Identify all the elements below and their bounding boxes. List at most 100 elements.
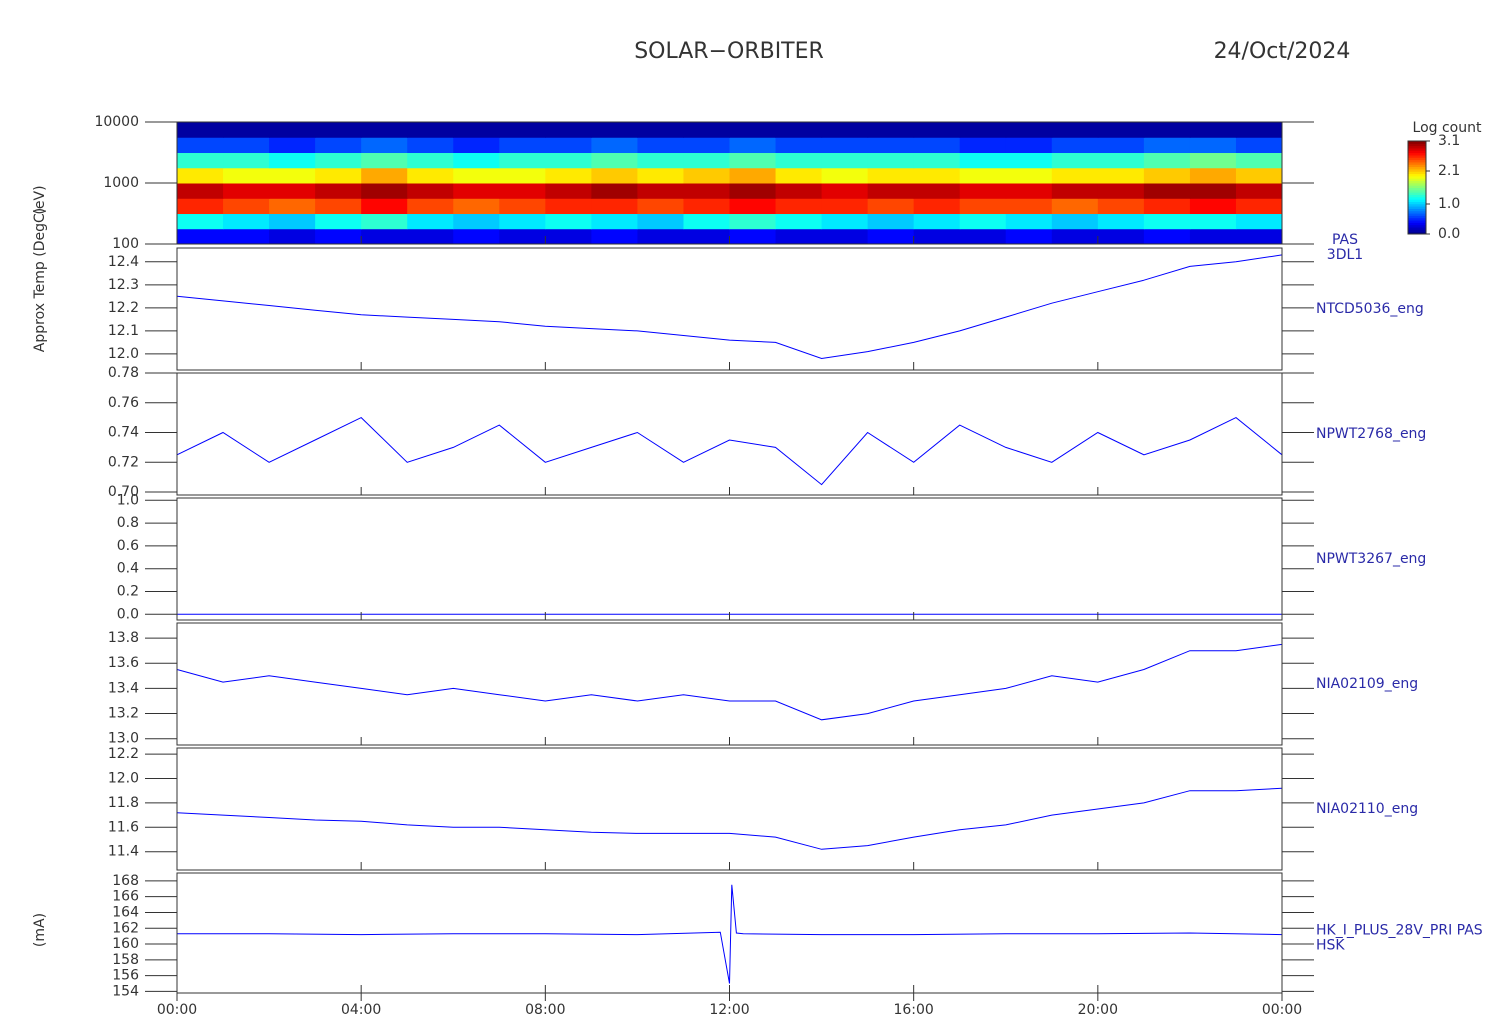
spectrogram-cell xyxy=(1189,152,1237,169)
colorbar-title: Log count xyxy=(1413,120,1482,136)
y-tick-label: 0.0 xyxy=(117,606,139,622)
spectrogram-cell xyxy=(545,167,592,184)
spectrogram-cell xyxy=(1097,198,1145,215)
spectrogram-cell xyxy=(913,198,961,215)
colorbar-step xyxy=(1408,185,1426,188)
colorbar-step xyxy=(1408,208,1426,212)
y-tick-label: 12.1 xyxy=(108,323,139,339)
spectrogram-cell xyxy=(1235,152,1283,169)
colorbar-step xyxy=(1408,227,1426,230)
spectrogram-cell xyxy=(1005,228,1053,245)
spectrogram-cell xyxy=(1051,183,1099,199)
spectrogram-cell xyxy=(407,213,454,230)
spectrogram-cell xyxy=(407,152,454,169)
x-tick-label: 16:00 xyxy=(893,1002,933,1018)
title: SOLAR−ORBITER xyxy=(634,39,824,64)
x-tick-label: 04:00 xyxy=(341,1002,381,1018)
spectrogram-cell xyxy=(315,213,362,230)
spectrogram-cell xyxy=(1005,152,1053,169)
spectrogram-cell xyxy=(223,152,270,169)
spectrogram-cell xyxy=(1143,228,1191,245)
spectrogram-cell xyxy=(1005,167,1053,184)
x-tick-label: 00:00 xyxy=(157,1002,197,1018)
spectrogram-cell xyxy=(499,198,546,215)
spectrogram-cell xyxy=(1143,198,1191,215)
spectrogram-cell xyxy=(959,213,1007,230)
spectrogram-cell xyxy=(407,228,454,245)
spectrogram-cell xyxy=(1097,152,1145,169)
spectrogram-cell xyxy=(637,213,684,230)
spectrogram-cell xyxy=(499,213,546,230)
spectrogram-cell xyxy=(683,152,730,169)
spectrogram-cell xyxy=(775,137,823,154)
spectrogram-cell xyxy=(453,152,500,169)
spectrogram-cell xyxy=(1189,228,1237,245)
spectrogram-cell xyxy=(1051,198,1099,215)
x-tick-label: 00:00 xyxy=(1262,1002,1302,1018)
spectrogram-cell xyxy=(637,137,684,154)
colorbar-step xyxy=(1408,166,1426,170)
spectrogram-cell xyxy=(729,228,777,245)
spectrogram-cell xyxy=(499,183,546,199)
spectrogram-cell xyxy=(407,122,454,138)
spectrogram-cell xyxy=(223,228,270,245)
spectrogram-cell xyxy=(1097,228,1145,245)
spectrogram-cell xyxy=(591,183,638,199)
spectrogram-cell xyxy=(1189,183,1237,199)
colorbar-step xyxy=(1408,180,1426,184)
colorbar-step xyxy=(1408,159,1426,163)
colorbar-tick-label: 2.1 xyxy=(1438,163,1460,179)
spectrogram-cell xyxy=(499,122,546,138)
colorbar-step xyxy=(1408,222,1426,226)
panel-label: NPWT3267_eng xyxy=(1316,551,1426,567)
panel-label: NTCD5036_eng xyxy=(1316,301,1424,317)
colorbar-step xyxy=(1408,145,1426,149)
data-line xyxy=(176,643,1283,721)
spectrogram-cell xyxy=(1005,183,1053,199)
y-tick-label: 11.6 xyxy=(108,819,139,835)
spectrogram-cell xyxy=(223,183,270,199)
y-tick-label: 0.8 xyxy=(117,515,139,531)
spectrogram-cell xyxy=(269,198,316,215)
spectrogram-cell xyxy=(1235,228,1283,245)
y-axis-label: (mA) xyxy=(32,913,48,947)
y-tick-label: 12.2 xyxy=(108,300,139,316)
spectrogram-cell xyxy=(1051,122,1099,138)
spectrogram-cell xyxy=(1189,167,1237,184)
panel-label: NIA02110_eng xyxy=(1316,801,1418,817)
y-tick-label: 1000 xyxy=(103,175,139,191)
spectrogram-cell xyxy=(269,152,316,169)
spectrogram-cell xyxy=(959,228,1007,245)
colorbar-tick-label: 3.1 xyxy=(1438,133,1460,149)
spectrogram-cell xyxy=(867,228,915,245)
spectrogram-cell xyxy=(177,228,224,245)
spectrogram-cell xyxy=(637,228,684,245)
spectrogram-cell xyxy=(867,167,915,184)
colorbar-step xyxy=(1408,157,1426,161)
spectrogram-cell xyxy=(1189,122,1237,138)
spectrogram-cell xyxy=(453,167,500,184)
spectrogram-cell xyxy=(683,183,730,199)
spectrogram-cell xyxy=(1189,198,1237,215)
spectrogram-cell xyxy=(683,137,730,154)
spectrogram-cell xyxy=(913,167,961,184)
colorbar-step xyxy=(1408,199,1426,202)
spectrogram-cell xyxy=(1051,213,1099,230)
spectrogram-cell xyxy=(361,122,408,138)
panel-frame xyxy=(176,247,1283,371)
spectrogram-cell xyxy=(591,152,638,169)
y-tick-label: 1.0 xyxy=(117,492,139,508)
spectrogram-cell xyxy=(913,137,961,154)
spectrogram-cell xyxy=(867,183,915,199)
spectrogram-cell xyxy=(867,213,915,230)
spectrogram-cell xyxy=(775,213,823,230)
spectrogram-cell xyxy=(775,152,823,169)
spectrogram-cell xyxy=(223,137,270,154)
y-tick-label: 13.6 xyxy=(108,655,139,671)
y-tick-label: 12.0 xyxy=(108,346,139,362)
spectrogram-cell xyxy=(315,198,362,215)
spectrogram-cell xyxy=(545,152,592,169)
spectrogram-cell xyxy=(821,122,869,138)
spectrogram-cell xyxy=(315,183,362,199)
